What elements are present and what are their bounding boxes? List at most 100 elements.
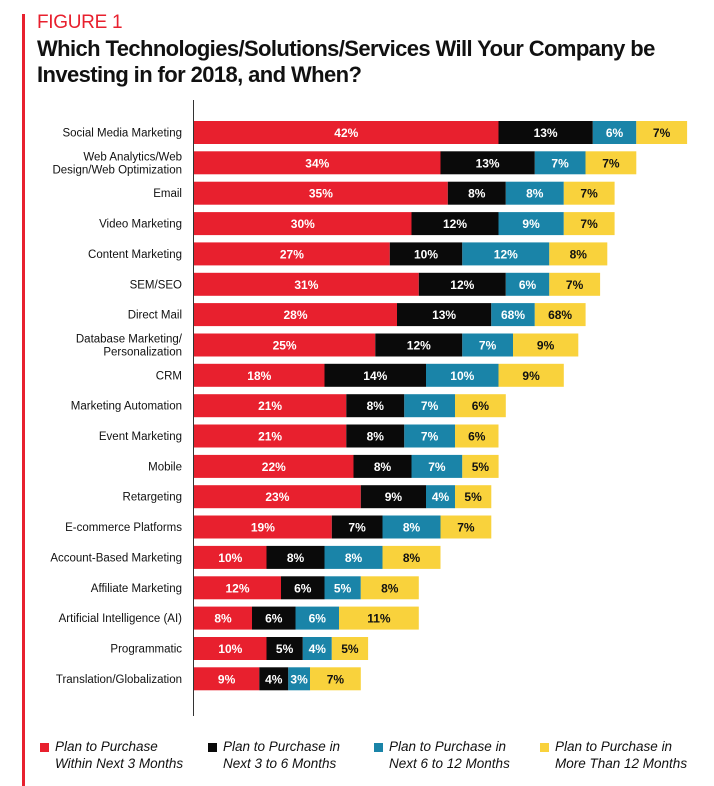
bar-segment-6-0 [194, 303, 397, 327]
bar-segment-12-0 [194, 485, 361, 509]
bar-segment-13-0 [194, 515, 332, 539]
accent-bar [22, 14, 25, 786]
bar-segment-7-0 [194, 333, 376, 357]
data-label-11-2: 7% [428, 460, 446, 474]
bar-segment-16-1 [252, 606, 296, 630]
bar-segment-0-2 [592, 121, 637, 144]
category-label-7: Database Marketing/Personalization [76, 334, 183, 359]
category-label-14: Account-Based Marketing [50, 552, 182, 564]
bar-segment-10-1 [346, 424, 405, 448]
bar-segment-4-3 [549, 242, 608, 266]
data-label-9-1: 8% [367, 399, 385, 413]
bar-segment-9-3 [455, 394, 506, 418]
bar-segment-15-2 [324, 576, 361, 600]
bar-segment-11-3 [462, 454, 499, 478]
bar-segment-3-3 [563, 212, 615, 236]
bar-segment-14-0 [194, 545, 267, 569]
bar-segment-12-1 [360, 485, 427, 509]
bar-segment-15-3 [360, 576, 419, 600]
data-label-0-0: 42% [334, 126, 358, 140]
data-label-0-3: 7% [653, 126, 671, 140]
data-label-9-2: 7% [421, 399, 439, 413]
bar-segment-14-1 [266, 545, 325, 569]
data-label-16-0: 8% [214, 612, 232, 626]
data-label-10-1: 8% [367, 430, 385, 444]
data-label-15-2: 5% [334, 581, 352, 595]
data-label-14-0: 10% [218, 551, 242, 565]
bar-segment-6-2 [491, 303, 535, 327]
bar-segment-8-2 [426, 363, 499, 387]
bar-segment-4-2 [462, 242, 550, 266]
data-label-17-0: 10% [218, 642, 242, 656]
bar-segment-18-2 [288, 667, 311, 691]
legend-label-0: Plan to Purchase Within Next 3 Months [55, 739, 184, 771]
bar-segment-9-1 [346, 394, 405, 418]
data-label-17-2: 4% [309, 642, 327, 656]
category-label-6: Direct Mail [128, 310, 182, 322]
data-label-12-3: 5% [464, 490, 482, 504]
data-label-10-0: 21% [258, 430, 282, 444]
bar-segment-9-0 [194, 394, 347, 418]
data-label-11-1: 8% [374, 460, 392, 474]
bar-segment-15-0 [194, 576, 281, 600]
bar-segment-15-1 [281, 576, 325, 600]
category-label-0: Social Media Marketing [62, 128, 182, 140]
bar-segment-6-1 [397, 303, 492, 327]
bar-segment-13-2 [382, 515, 441, 539]
bar-segment-1-3 [585, 151, 637, 175]
category-label-2: Email [153, 188, 182, 200]
bar-segment-5-2 [505, 272, 550, 296]
bar-segment-10-0 [194, 424, 347, 448]
bar-segment-8-1 [324, 363, 426, 387]
data-label-7-3: 9% [537, 339, 555, 353]
data-label-13-0: 19% [251, 521, 275, 535]
bar-segment-7-2 [462, 333, 514, 357]
data-label-2-2: 8% [526, 187, 544, 201]
bar-segment-1-0 [194, 151, 441, 175]
data-label-1-0: 34% [305, 156, 329, 170]
data-label-14-2: 8% [345, 551, 363, 565]
bar-segment-18-0 [194, 667, 260, 691]
bar-segment-2-1 [447, 181, 506, 205]
bar-segment-2-0 [194, 181, 448, 205]
bar-segment-5-0 [194, 272, 419, 296]
category-label-11: Mobile [148, 461, 182, 473]
legend-swatch-1 [208, 743, 217, 752]
data-label-4-0: 27% [280, 247, 304, 261]
data-label-1-2: 7% [551, 156, 569, 170]
bar-segment-3-2 [498, 212, 564, 236]
category-label-1: Web Analytics/Web Design/Web Optimization [52, 151, 182, 176]
bar-segment-14-3 [382, 545, 441, 569]
legend-swatch-0 [40, 743, 49, 752]
data-label-12-2: 4% [432, 490, 450, 504]
data-label-13-2: 8% [403, 521, 421, 535]
bar-segment-1-1 [440, 151, 535, 175]
data-label-14-3: 8% [403, 551, 421, 565]
data-label-17-1: 5% [276, 642, 294, 656]
bar-segment-4-1 [389, 242, 463, 266]
legend-swatch-3 [540, 743, 549, 752]
legend-item-1: Plan to Purchase in Next 3 to 6 Months [208, 738, 340, 772]
data-label-16-2: 6% [309, 612, 327, 626]
data-label-15-3: 8% [381, 581, 399, 595]
data-label-3-3: 7% [580, 217, 598, 231]
category-label-12: Retargeting [123, 492, 182, 504]
data-label-4-1: 10% [414, 247, 438, 261]
category-label-5: SEM/SEO [130, 279, 182, 291]
data-label-5-0: 31% [294, 278, 318, 292]
bar-segment-17-0 [194, 637, 267, 660]
category-label-17: Programmatic [110, 644, 182, 656]
bar-segment-18-1 [259, 667, 289, 691]
chart-legend: Plan to Purchase Within Next 3 Months Pl… [40, 738, 710, 778]
category-label-15: Affiliate Marketing [91, 583, 182, 595]
data-label-10-3: 6% [468, 430, 486, 444]
bar-segment-8-3 [498, 363, 564, 387]
legend-label-1: Plan to Purchase in Next 3 to 6 Months [223, 739, 341, 771]
data-label-15-0: 12% [225, 581, 249, 595]
data-label-2-1: 8% [468, 187, 486, 201]
bar-segment-13-1 [331, 515, 383, 539]
bar-segment-17-2 [302, 637, 332, 660]
bar-segment-11-2 [411, 454, 463, 478]
bar-segment-3-1 [411, 212, 499, 236]
data-label-8-1: 14% [363, 369, 387, 383]
